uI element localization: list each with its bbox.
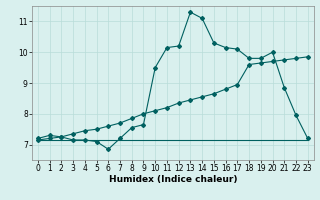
- X-axis label: Humidex (Indice chaleur): Humidex (Indice chaleur): [108, 175, 237, 184]
